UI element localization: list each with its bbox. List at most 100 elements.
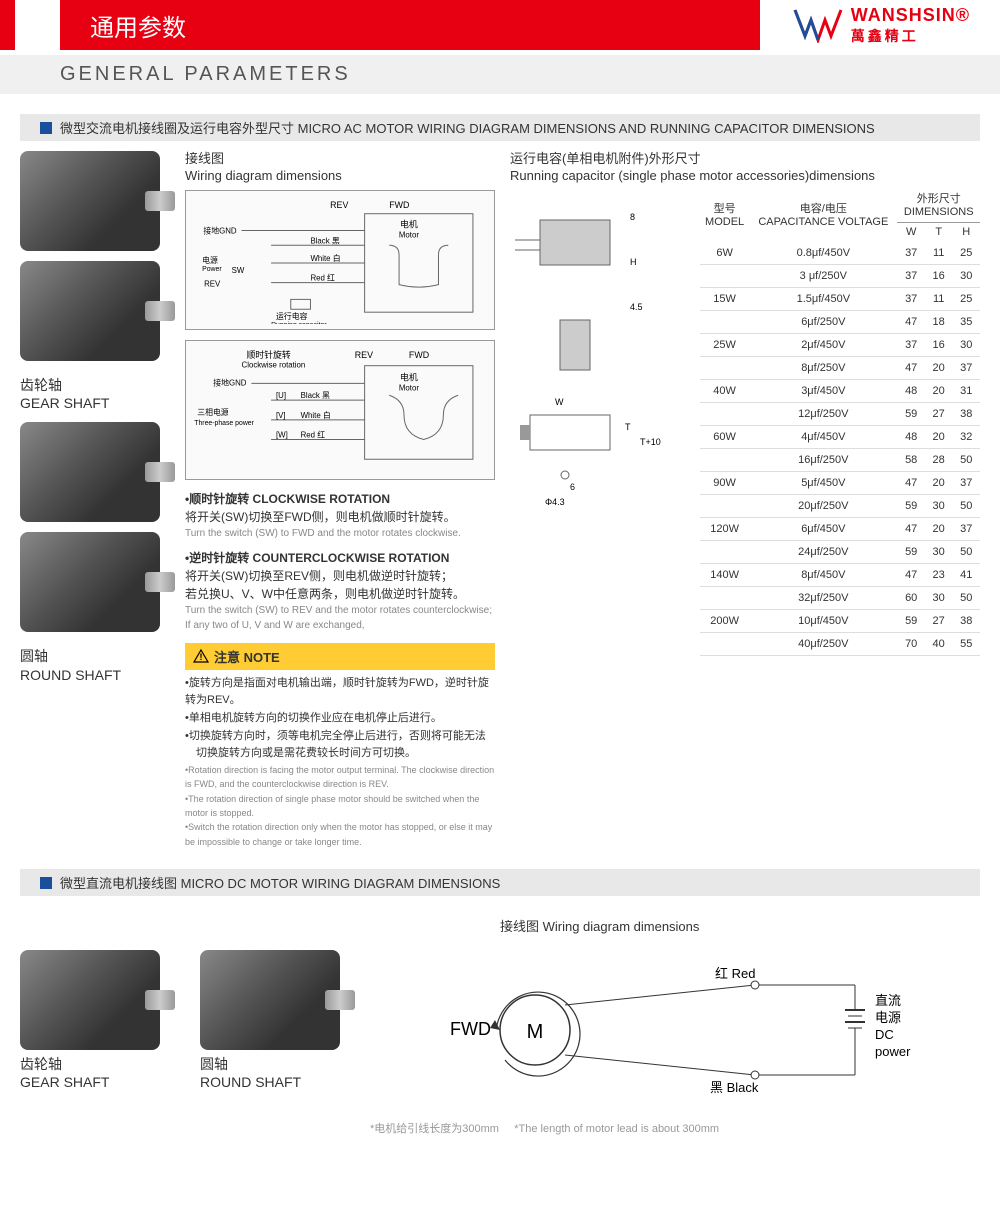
capacitor-column: 运行电容(单相电机附件)外形尺寸 Running capacitor (sing…	[510, 151, 980, 849]
table-row: 90W5μf/450V472037	[700, 472, 980, 495]
svg-text:6: 6	[570, 482, 575, 492]
svg-text:顺时针旋转: 顺时针旋转	[246, 349, 290, 360]
round-shaft-label: 圆轴 ROUND SHAFT	[20, 647, 170, 683]
svg-text:[V]: [V]	[276, 411, 286, 420]
dc-lead-note: *电机给引线长度为300mm *The length of motor lead…	[370, 1120, 980, 1136]
wiring-title-en: Wiring diagram dimensions	[185, 168, 495, 185]
cap-title-cn: 运行电容(单相电机附件)外形尺寸	[510, 151, 980, 168]
motor-image-3	[20, 422, 160, 522]
capacitor-table: 型号MODEL 电容/电压CAPACITANCE VOLTAGE 外形尺寸DIM…	[700, 190, 980, 657]
svg-text:SW: SW	[232, 266, 245, 275]
svg-text:Power: Power	[202, 266, 222, 273]
svg-text:接地GND: 接地GND	[213, 377, 247, 387]
svg-text:!: !	[200, 652, 203, 662]
table-row: 3 μf/250V371630	[700, 265, 980, 288]
table-row: 6μf/250V471835	[700, 311, 980, 334]
svg-text:[U]: [U]	[276, 391, 286, 400]
dc-wiring-diagram: M FWD 红 Red 黑 Black	[370, 950, 980, 1136]
wiring-diagram-1: REV FWD 电机 Motor 接地GND Black 黑 White 白 电…	[185, 190, 495, 330]
svg-text:FWD: FWD	[450, 1019, 491, 1039]
svg-text:Black 黑: Black 黑	[310, 236, 339, 245]
svg-text:电源: 电源	[875, 1010, 901, 1025]
svg-text:T+10: T+10	[640, 437, 661, 447]
svg-text:Motor: Motor	[399, 383, 419, 392]
dc-gear-shaft-label: 齿轮轴 GEAR SHAFT	[20, 1055, 160, 1091]
svg-text:H: H	[630, 257, 637, 267]
page-header: 通用参数 WANSHSIN® 萬鑫精工	[0, 0, 1000, 50]
wiring-diagram-2: 顺时针旋转 Clockwise rotation REV FWD 电机 Moto…	[185, 340, 495, 480]
note-body: •旋转方向是指面对电机输出端，顺时针旋转为FWD，逆时针旋转为REV。 •单相电…	[185, 675, 495, 849]
table-row: 140W8μf/450V472341	[700, 564, 980, 587]
svg-text:Motor: Motor	[399, 230, 419, 239]
svg-text:REV: REV	[330, 200, 348, 210]
motor-image-1	[20, 151, 160, 251]
svg-text:8: 8	[630, 212, 635, 222]
subtitle-en: GENERAL PARAMETERS	[0, 55, 1000, 94]
svg-text:Red 红: Red 红	[310, 272, 335, 282]
svg-text:FWD: FWD	[409, 350, 429, 360]
gear-shaft-label: 齿轮轴 GEAR SHAFT	[20, 376, 170, 412]
svg-text:W: W	[555, 397, 564, 407]
table-row: 16μf/250V582850	[700, 449, 980, 472]
table-row: 120W6μf/450V472037	[700, 518, 980, 541]
svg-text:Running capacitor: Running capacitor	[271, 322, 327, 324]
capacitor-dimension-diagram: 8 H 4.5 W T T+10 6 Φ4.3	[510, 190, 690, 657]
svg-text:电机: 电机	[400, 371, 418, 382]
section2-title: 微型直流电机接线图 MICRO DC MOTOR WIRING DIAGRAM …	[60, 873, 500, 892]
dc-wiring-title: 接线图 Wiring diagram dimensions	[500, 916, 980, 935]
svg-text:三相电源: 三相电源	[197, 407, 229, 417]
svg-text:FWD: FWD	[389, 200, 409, 210]
brand-en: WANSHSIN®	[851, 5, 970, 26]
table-row: 32μf/250V603050	[700, 587, 980, 610]
table-row: 60W4μf/450V482032	[700, 426, 980, 449]
dc-motor-images: 齿轮轴 GEAR SHAFT 圆轴 ROUND SHAFT	[20, 950, 340, 1136]
motor-image-2	[20, 261, 160, 361]
rotation-notes: •顺时针旋转 CLOCKWISE ROTATION 将开关(SW)切换至FWD侧…	[185, 490, 495, 633]
svg-text:接地GND: 接地GND	[203, 225, 237, 235]
wiring-diagram-column: 接线图 Wiring diagram dimensions REV FWD 电机…	[185, 151, 495, 849]
brand-logo: WANSHSIN® 萬鑫精工	[760, 0, 1000, 50]
svg-text:4.5: 4.5	[630, 302, 643, 312]
title-cn: 通用参数	[60, 0, 760, 50]
svg-text:Three-phase power: Three-phase power	[194, 420, 254, 427]
svg-text:White 白: White 白	[301, 410, 331, 420]
table-row: 40W3μf/450V482031	[700, 380, 980, 403]
svg-text:REV: REV	[204, 279, 221, 288]
table-row: 6W0.8μf/450V371125	[700, 242, 980, 265]
section1-header: 微型交流电机接线圈及运行电容外型尺寸 MICRO AC MOTOR WIRING…	[20, 114, 980, 141]
svg-text:power: power	[875, 1044, 911, 1059]
svg-text:电机: 电机	[400, 218, 418, 229]
dc-motor-image-2	[200, 950, 340, 1050]
section2-header: 微型直流电机接线图 MICRO DC MOTOR WIRING DIAGRAM …	[20, 869, 980, 896]
svg-text:直流: 直流	[875, 993, 901, 1008]
dc-round-shaft-label: 圆轴 ROUND SHAFT	[200, 1055, 340, 1091]
table-row: 24μf/250V593050	[700, 541, 980, 564]
svg-text:Black 黑: Black 黑	[301, 391, 330, 400]
table-row: 200W10μf/450V592738	[700, 610, 980, 633]
section1-title: 微型交流电机接线圈及运行电容外型尺寸 MICRO AC MOTOR WIRING…	[60, 118, 875, 137]
warning-icon: !	[193, 649, 209, 663]
brand-cn: 萬鑫精工	[851, 26, 970, 46]
svg-text:黑 Black: 黑 Black	[710, 1080, 759, 1095]
svg-text:Φ4.3: Φ4.3	[545, 497, 565, 507]
svg-text:M: M	[527, 1021, 544, 1043]
svg-text:红 Red: 红 Red	[715, 966, 755, 981]
red-stripe	[0, 0, 15, 50]
motor-image-4	[20, 532, 160, 632]
svg-text:DC: DC	[875, 1027, 894, 1042]
svg-text:Clockwise rotation: Clockwise rotation	[242, 360, 306, 369]
table-row: 20μf/250V593050	[700, 495, 980, 518]
table-row: 15W1.5μf/450V371125	[700, 288, 980, 311]
wanshsin-logo-icon	[793, 8, 843, 43]
svg-text:White 白: White 白	[310, 253, 340, 263]
section-bullet-icon	[40, 877, 52, 889]
section-bullet-icon	[40, 122, 52, 134]
table-row: 12μf/250V592738	[700, 403, 980, 426]
svg-text:REV: REV	[355, 350, 373, 360]
table-row: 25W2μf/450V371630	[700, 334, 980, 357]
table-row: 40μf/250V704055	[700, 633, 980, 656]
svg-text:电源: 电源	[202, 255, 218, 265]
cap-title-en: Running capacitor (single phase motor ac…	[510, 168, 980, 185]
wiring-title-cn: 接线图	[185, 151, 495, 168]
table-row: 8μf/250V472037	[700, 357, 980, 380]
